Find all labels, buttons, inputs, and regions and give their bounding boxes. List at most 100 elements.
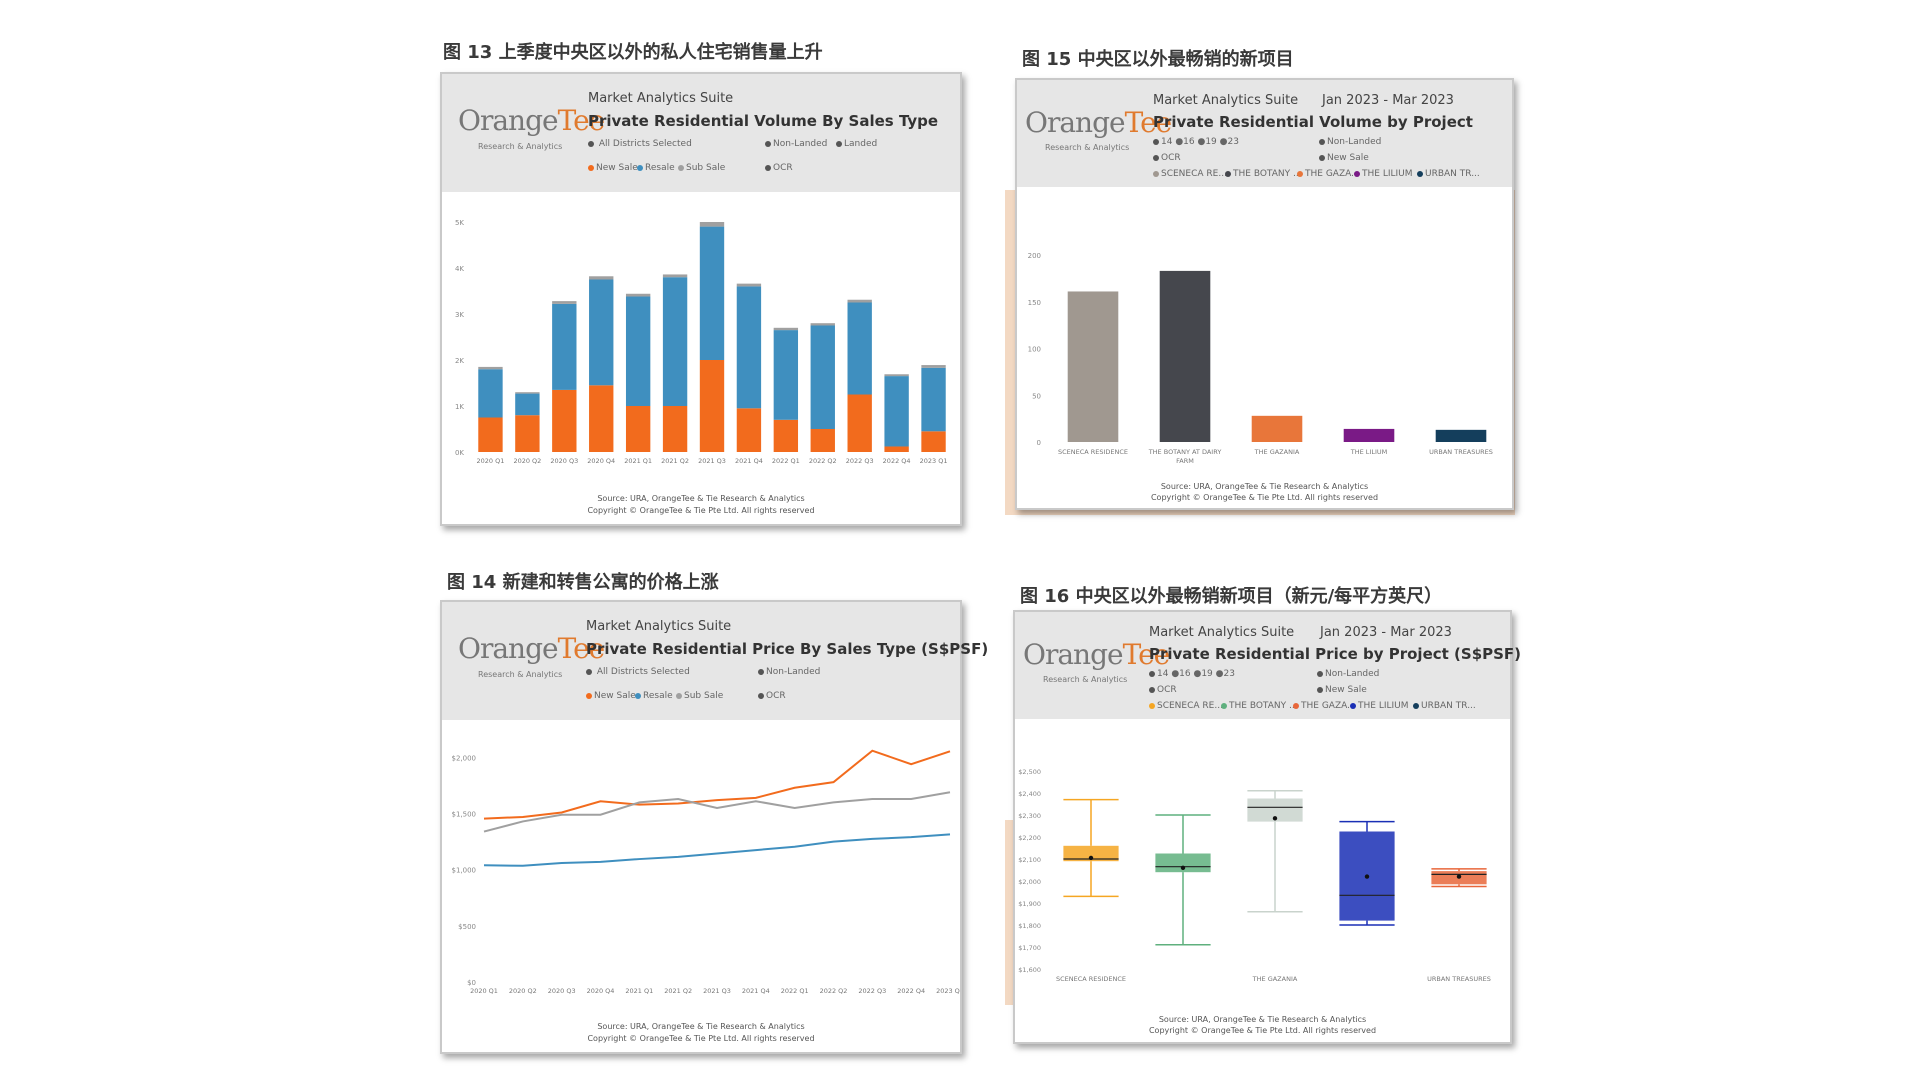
filter-districts[interactable]: All Districts Selected bbox=[588, 139, 692, 149]
source-note: Source: URA, OrangeTee & Tie Research & … bbox=[597, 494, 805, 503]
panel-header: OrangeTee Research & Analytics Market An… bbox=[442, 74, 960, 192]
filter-nonlanded[interactable]: Non-Landed bbox=[1317, 669, 1379, 679]
legend-new-sale[interactable]: New Sale bbox=[586, 691, 636, 701]
orangetee-logo: OrangeTee bbox=[1023, 638, 1170, 671]
bar-resale bbox=[552, 303, 577, 390]
box-iqr bbox=[1155, 853, 1211, 873]
filter-landed[interactable]: Landed bbox=[836, 139, 877, 149]
x-tick-label: 2021 Q3 bbox=[698, 457, 726, 465]
panel-volume-by-sales-type: OrangeTee Research & Analytics Market An… bbox=[440, 72, 962, 526]
bar-sub-sale bbox=[625, 293, 651, 297]
bar-sub-sale bbox=[921, 365, 946, 368]
figure-13-title: 图 13 上季度中央区以外的私人住宅销售量上升 bbox=[443, 42, 823, 63]
y-tick-label: $2,200 bbox=[1018, 834, 1041, 842]
bar-new-sale bbox=[847, 394, 872, 452]
bar-project bbox=[1343, 428, 1395, 442]
x-tick-label: 2020 Q4 bbox=[587, 987, 615, 995]
bar-new-sale bbox=[625, 406, 651, 452]
copyright-note: Copyright © OrangeTee & Tie Pte Ltd. All… bbox=[587, 506, 815, 515]
bar-project bbox=[1251, 415, 1303, 442]
bar-sub-sale bbox=[515, 392, 540, 394]
x-tick-label: 2020 Q3 bbox=[548, 987, 576, 995]
legend-project-1[interactable]: SCENECA RE... bbox=[1153, 169, 1227, 179]
filter-districts[interactable]: 14 ●16 ●19 ●23 bbox=[1153, 137, 1239, 147]
legend-project-3[interactable]: THE GAZA... bbox=[1293, 701, 1356, 711]
panel-volume-by-project: OrangeTee Research & Analytics Market An… bbox=[1015, 78, 1514, 510]
bar-resale bbox=[847, 302, 872, 395]
x-tick-label: THE GAZANIA bbox=[1252, 975, 1298, 983]
legend-project-2[interactable]: THE BOTANY ... bbox=[1221, 701, 1298, 711]
filter-new-sale[interactable]: New Sale bbox=[1319, 153, 1369, 163]
bar-new-sale bbox=[589, 385, 614, 452]
filter-nonlanded[interactable]: Non-Landed bbox=[765, 139, 827, 149]
filter-ocr[interactable]: OCR bbox=[1149, 685, 1177, 695]
y-tick-label: 5K bbox=[455, 219, 464, 227]
filter-districts[interactable]: All Districts Selected bbox=[586, 667, 690, 677]
x-tick-label: 2021 Q2 bbox=[664, 987, 692, 995]
x-tick-label: SCENECA RESIDENCE bbox=[1058, 448, 1128, 456]
legend-project-4[interactable]: THE LILIUM bbox=[1354, 169, 1413, 179]
x-tick-label: 2023 Q1 bbox=[920, 457, 948, 465]
x-tick-label: 2022 Q3 bbox=[846, 457, 874, 465]
source-note: Source: URA, OrangeTee & Tie Research & … bbox=[597, 1022, 805, 1031]
y-tick-label: $2,500 bbox=[1018, 768, 1041, 776]
bar-resale bbox=[884, 376, 909, 447]
legend-project-1[interactable]: SCENECA RE... bbox=[1149, 701, 1223, 711]
y-tick-label: $1,900 bbox=[1018, 900, 1041, 908]
x-tick-label: 2022 Q4 bbox=[883, 457, 911, 465]
y-tick-label: $2,400 bbox=[1018, 790, 1041, 798]
copyright-note: Copyright © OrangeTee & Tie Pte Ltd. All… bbox=[587, 1034, 815, 1043]
bar-resale bbox=[773, 330, 799, 420]
bar-sub-sale bbox=[847, 299, 872, 303]
filter-new-sale[interactable]: New Sale bbox=[1317, 685, 1367, 695]
y-tick-label: 1K bbox=[455, 403, 464, 411]
filter-nonlanded[interactable]: Non-Landed bbox=[1319, 137, 1381, 147]
bar-new-sale bbox=[699, 360, 725, 452]
legend-project-3[interactable]: THE GAZA... bbox=[1297, 169, 1360, 179]
volume-bar-chart: 0K 1K 2K 3K 4K 5K 2020 Q1 2020 Q2 2020 Q3 2020 Q4… bbox=[455, 219, 948, 465]
y-tick-label: $2,300 bbox=[1018, 812, 1041, 820]
x-tick-label: 2023 Q1 bbox=[936, 987, 960, 995]
x-tick-label: 2020 Q2 bbox=[513, 457, 541, 465]
x-tick-label: 2022 Q1 bbox=[772, 457, 800, 465]
legend-project-5[interactable]: URBAN TR... bbox=[1417, 169, 1480, 179]
bar-sub-sale bbox=[699, 222, 725, 227]
date-range: Jan 2023 - Mar 2023 bbox=[1322, 93, 1454, 108]
box-mean-marker bbox=[1364, 874, 1370, 879]
legend-project-5[interactable]: URBAN TR... bbox=[1413, 701, 1476, 711]
y-tick-label: 50 bbox=[1032, 392, 1041, 400]
legend-new-sale[interactable]: New Sale bbox=[588, 163, 638, 173]
y-tick-label: $500 bbox=[458, 923, 476, 931]
x-tick-label: URBAN TREASURES bbox=[1429, 448, 1493, 456]
line-new-sale bbox=[483, 749, 951, 820]
filter-ocr[interactable]: OCR bbox=[1153, 153, 1181, 163]
filter-ocr[interactable]: OCR bbox=[758, 691, 786, 701]
price-line-chart: $0 $500 $1,000 $1,500 $2,000 2020 Q1 2020 Q2 20… bbox=[452, 749, 960, 995]
x-tick-label: 2020 Q1 bbox=[470, 987, 498, 995]
copyright-note: Copyright © OrangeTee & Tie Pte Ltd. All… bbox=[1148, 1026, 1377, 1035]
bar-sub-sale bbox=[884, 374, 909, 377]
filter-ocr[interactable]: OCR bbox=[765, 163, 793, 173]
legend-resale[interactable]: Resale bbox=[635, 691, 673, 701]
bar-project bbox=[1067, 291, 1119, 442]
project-volume-bar-chart: 0 50 100 150 200 SCENECA RESIDENCE THE BOTANY … bbox=[1028, 252, 1493, 465]
bar-resale bbox=[736, 286, 762, 409]
x-tick-label: 2022 Q4 bbox=[897, 987, 925, 995]
box-mean-marker bbox=[1088, 855, 1094, 861]
box-mean-marker bbox=[1272, 816, 1278, 821]
orangetee-logo: OrangeTee bbox=[458, 104, 605, 137]
legend-sub-sale[interactable]: Sub Sale bbox=[678, 163, 725, 173]
brand-subtitle: Research & Analytics bbox=[1043, 675, 1128, 684]
panel-header: OrangeTee Research & Analytics Market An… bbox=[1015, 612, 1521, 719]
legend-project-2[interactable]: THE BOTANY ... bbox=[1225, 169, 1302, 179]
panel-price-by-sales-type: OrangeTee Research & Analytics Market An… bbox=[440, 600, 988, 1054]
filter-districts[interactable]: 14 ●16 ●19 ●23 bbox=[1149, 669, 1235, 679]
filter-nonlanded[interactable]: Non-Landed bbox=[758, 667, 820, 677]
x-tick-label: URBAN TREASURES bbox=[1427, 975, 1491, 983]
legend-sub-sale[interactable]: Sub Sale bbox=[676, 691, 723, 701]
bar-project bbox=[1159, 270, 1211, 442]
legend-project-4[interactable]: THE LILIUM bbox=[1350, 701, 1409, 711]
legend-resale[interactable]: Resale bbox=[637, 163, 675, 173]
x-tick-label: 2022 Q2 bbox=[820, 987, 848, 995]
chart-title: Private Residential Price By Sales Type … bbox=[586, 640, 989, 658]
